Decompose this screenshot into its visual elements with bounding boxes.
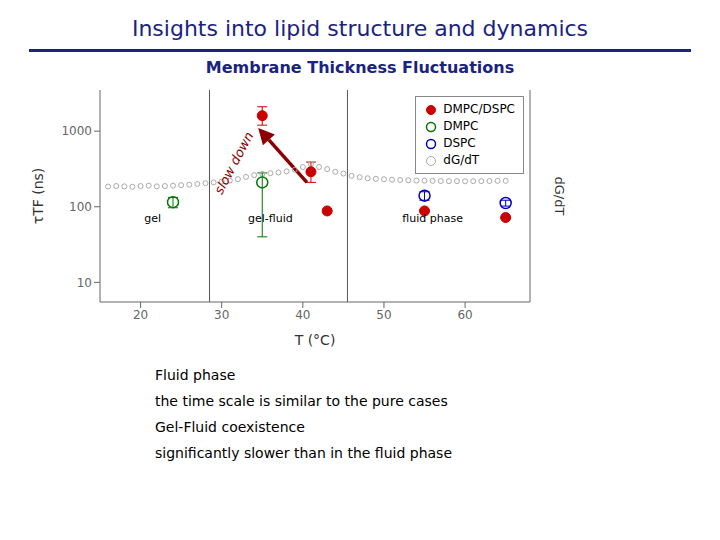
- svg-text:20: 20: [133, 308, 148, 322]
- svg-text:gel: gel: [144, 212, 161, 225]
- svg-text:T (°C): T (°C): [294, 332, 336, 348]
- html-text:DSPC: DSPC: [443, 136, 476, 150]
- html-text:dG/dT: dG/dT: [443, 153, 480, 167]
- svg-text:30: 30: [214, 308, 229, 322]
- html-text:Insights into lipid structure: Insights into lipid structure and dynami…: [131, 16, 589, 41]
- html-text:Fluid phase: Fluid phase: [155, 367, 236, 383]
- svg-text:40: 40: [295, 308, 310, 322]
- html-text:the time scale is similar to t: the time scale is similar to the pure ca…: [155, 393, 448, 409]
- svg-text:60: 60: [457, 308, 472, 322]
- svg-text:100: 100: [69, 200, 92, 214]
- svg-text:50: 50: [376, 308, 391, 322]
- svg-text:gel-fluid: gel-fluid: [248, 212, 293, 225]
- svg-text:slow down: slow down: [211, 129, 256, 196]
- html-text:DMPC: DMPC: [443, 119, 479, 133]
- svg-text:1000: 1000: [61, 124, 92, 138]
- html-text:DMPC/DSPC: DMPC/DSPC: [443, 102, 515, 116]
- html-text:Gel-Fluid coexistence: Gel-Fluid coexistence: [155, 419, 305, 435]
- svg-text:10: 10: [77, 276, 92, 290]
- html-text:significantly slower than in t: significantly slower than in the fluid p…: [155, 445, 452, 461]
- svg-text:dG/dT: dG/dT: [552, 177, 567, 216]
- svg-text:fluid phase: fluid phase: [402, 212, 463, 225]
- html-text:Membrane Thickness Fluctuation: Membrane Thickness Fluctuations: [205, 58, 515, 77]
- svg-text:τTF (ns): τTF (ns): [30, 168, 46, 225]
